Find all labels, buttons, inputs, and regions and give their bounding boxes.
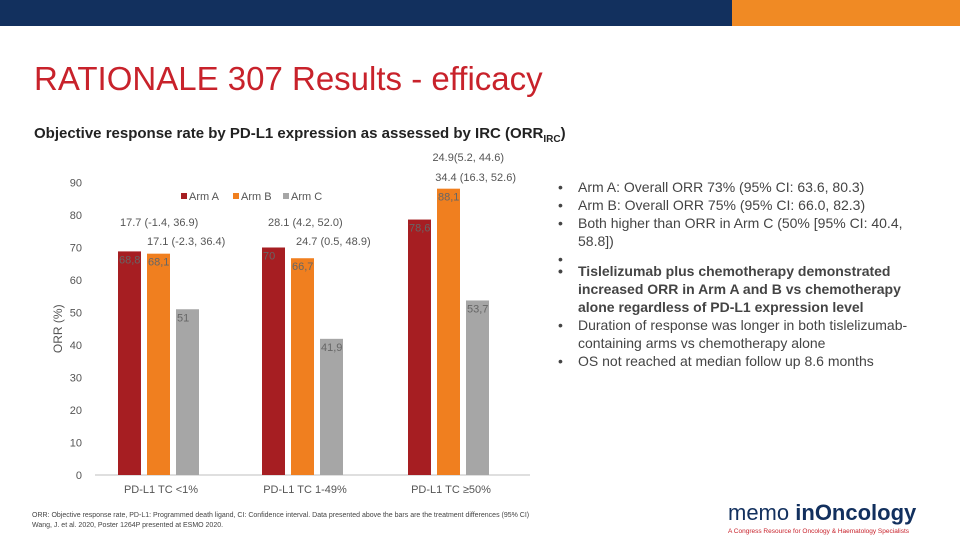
y-tick-label: 80 xyxy=(70,210,82,222)
bar-arm-b xyxy=(291,258,314,475)
key-findings-list: Arm A: Overall ORR 73% (95% CI: 63.6, 80… xyxy=(556,178,934,370)
bullet-item: Duration of response was longer in both … xyxy=(556,316,934,352)
category-label: PD-L1 TC ≥50% xyxy=(411,484,491,496)
y-tick-label: 20 xyxy=(70,405,82,417)
y-tick-label: 40 xyxy=(70,340,82,352)
bar-arm-a xyxy=(262,247,285,475)
bar-arm-c xyxy=(320,338,343,475)
data-label: 51 xyxy=(177,312,189,324)
top-bar-orange xyxy=(732,0,960,26)
footnote: ORR: Objective response rate, PD-L1: Pro… xyxy=(32,511,652,531)
bar-arm-c xyxy=(466,300,489,475)
y-tick-label: 90 xyxy=(70,178,82,190)
data-label: 68,8 xyxy=(119,254,140,266)
legend-label: Arm B xyxy=(241,191,272,203)
y-tick-label: 0 xyxy=(76,470,82,482)
y-tick-label: 60 xyxy=(70,275,82,287)
memo-inoncology-logo: memo inOncology A Congress Resource for … xyxy=(728,500,916,535)
data-label: 41,9 xyxy=(321,342,342,354)
treatment-difference-arm-a: 17.7 (-1.4, 36.9) xyxy=(120,217,198,229)
legend-swatch xyxy=(283,193,289,199)
data-label: 68,1 xyxy=(148,257,169,269)
bar-arm-b xyxy=(147,253,170,475)
legend-swatch xyxy=(181,193,187,199)
bullet-item: Both higher than ORR in Arm C (50% [95% … xyxy=(556,214,934,250)
page-title: RATIONALE 307 Results - efficacy xyxy=(34,60,543,97)
data-label: 53,7 xyxy=(467,303,488,315)
bullet-item: Tislelizumab plus chemotherapy demonstra… xyxy=(556,262,934,316)
logo-tagline: A Congress Resource for Oncology & Haema… xyxy=(728,528,910,535)
logo-part: memo xyxy=(728,500,796,525)
logo-part: in xyxy=(795,500,815,525)
bullet-item: OS not reached at median follow up 8.6 m… xyxy=(556,352,934,370)
data-label: 66,7 xyxy=(292,261,313,273)
treatment-difference-arm-b: 17.1 (-2.3, 36.4) xyxy=(147,236,225,248)
chart-subtitle: Objective response rate by PD‑L1 express… xyxy=(34,125,566,145)
data-label: 70 xyxy=(263,251,275,263)
data-label: 78,6 xyxy=(409,223,430,235)
category-label: PD-L1 TC <1% xyxy=(124,484,198,496)
bar-arm-a xyxy=(118,251,141,475)
bullet-gap xyxy=(556,250,934,268)
legend-label: Arm A xyxy=(189,191,220,203)
footnote-line: Wang, J. et al. 2020, Poster 1264P prese… xyxy=(32,522,224,529)
treatment-difference-arm-b: 24.7 (0.5, 48.9) xyxy=(296,236,371,248)
footnote-line: ORR: Objective response rate, PD-L1: Pro… xyxy=(32,512,530,519)
legend-swatch xyxy=(233,193,239,199)
bar-arm-c xyxy=(176,309,199,475)
bullet-item: Arm B: Overall ORR 75% (95% CI: 66.0, 82… xyxy=(556,196,934,214)
y-axis-label: ORR (%) xyxy=(51,304,65,353)
treatment-difference-arm-a: 28.1 (4.2, 52.0) xyxy=(268,217,343,229)
y-tick-label: 50 xyxy=(70,308,82,320)
y-tick-label: 10 xyxy=(70,438,82,450)
bullet-item: Arm A: Overall ORR 73% (95% CI: 63.6, 80… xyxy=(556,178,934,196)
data-label: 88,1 xyxy=(438,192,459,204)
bar-arm-b xyxy=(437,188,460,476)
top-bar-navy xyxy=(0,0,732,26)
treatment-difference-arm-a: 34.4 (16.3, 52.6) xyxy=(435,172,516,184)
legend-label: Arm C xyxy=(291,191,322,203)
y-tick-label: 70 xyxy=(70,243,82,255)
logo-part: Oncology xyxy=(814,500,917,525)
category-label: PD-L1 TC 1-49% xyxy=(263,484,347,496)
y-tick-label: 30 xyxy=(70,373,82,385)
bar-arm-a xyxy=(408,219,431,475)
treatment-difference-arm-b: 24.9(5.2, 44.6) xyxy=(432,152,504,164)
